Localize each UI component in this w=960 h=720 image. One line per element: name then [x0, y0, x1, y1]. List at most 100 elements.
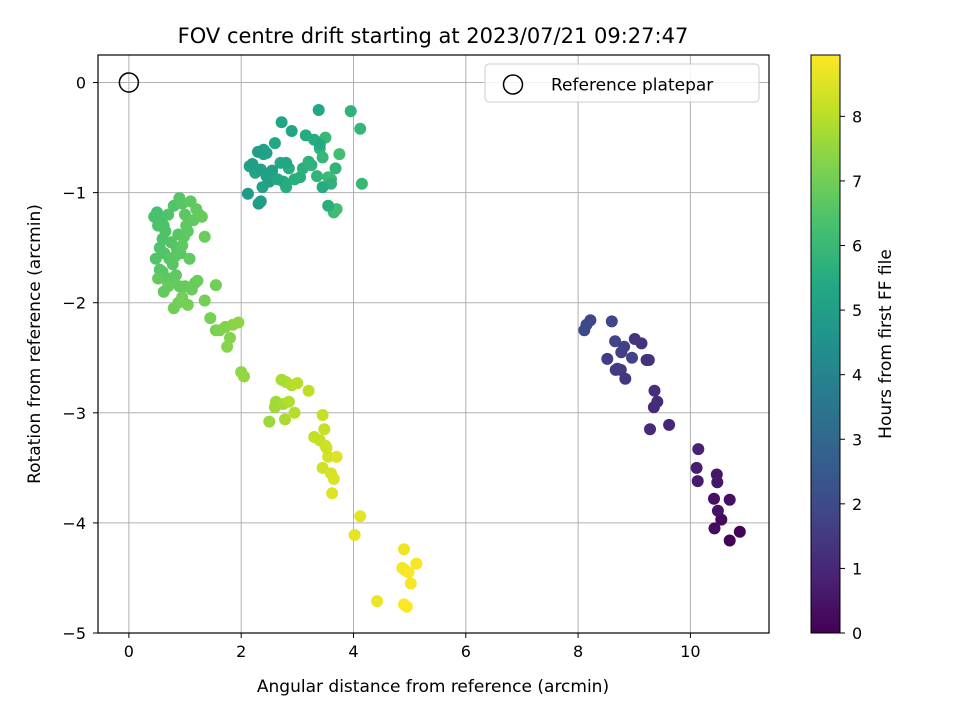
- data-point: [316, 151, 329, 164]
- data-point: [280, 181, 293, 194]
- y-tick-label: −4: [62, 514, 86, 533]
- colorbar-tick-label: 1: [852, 559, 862, 578]
- data-point: [626, 351, 638, 364]
- data-point: [648, 384, 661, 397]
- y-tick-label: −1: [62, 184, 86, 203]
- y-tick-label: −3: [62, 404, 86, 423]
- data-point: [282, 395, 295, 408]
- y-tick-label: −5: [62, 624, 86, 643]
- data-point: [241, 187, 254, 200]
- data-point: [305, 159, 318, 172]
- colorbar-ticks: 0 1 2 3 4 5 6 7 8: [840, 107, 862, 643]
- data-point: [663, 418, 676, 431]
- data-point: [268, 137, 281, 150]
- data-point: [168, 250, 181, 263]
- data-point: [152, 272, 165, 285]
- colorbar-tick-label: 2: [852, 495, 862, 514]
- data-point: [711, 504, 724, 517]
- data-point: [271, 173, 284, 186]
- data-point: [327, 472, 340, 485]
- data-point: [198, 294, 211, 307]
- data-point: [723, 493, 736, 506]
- x-tick-label: 8: [573, 642, 583, 661]
- colorbar-label: Hours from first FF file: [876, 249, 896, 439]
- data-point: [404, 577, 417, 590]
- chart-title: FOV centre drift starting at 2023/07/21 …: [178, 24, 689, 48]
- y-axis-label: Rotation from reference (arcmin): [25, 204, 45, 484]
- data-point: [279, 413, 291, 426]
- data-point: [691, 475, 704, 488]
- data-point: [254, 163, 267, 176]
- plot-frame: [97, 54, 770, 634]
- data-point: [410, 557, 423, 570]
- data-point: [185, 283, 198, 296]
- data-point: [329, 162, 342, 175]
- colorbar-tick-label: 0: [852, 624, 862, 643]
- data-point: [285, 125, 298, 137]
- data-point: [618, 340, 631, 353]
- data-point: [330, 450, 343, 463]
- data-point: [149, 252, 162, 265]
- colorbar-tick-label: 8: [852, 107, 862, 126]
- data-point: [312, 104, 325, 116]
- x-tick-label: 6: [461, 642, 471, 661]
- data-point: [628, 333, 641, 345]
- data-point: [291, 377, 304, 390]
- data-point: [157, 285, 170, 298]
- x-tick-label: 2: [236, 642, 246, 661]
- data-point: [692, 443, 705, 456]
- data-point: [642, 354, 655, 366]
- data-point: [605, 315, 618, 328]
- data-point: [275, 373, 288, 386]
- data-point: [644, 423, 656, 436]
- y-tick-label: 0: [76, 74, 86, 93]
- y-axis-ticks: 0 −1 −2 −3 −4 −5: [62, 74, 98, 643]
- colorbar-tick-label: 4: [852, 366, 862, 385]
- data-point: [354, 510, 367, 523]
- data-point: [159, 225, 172, 238]
- data-point: [723, 534, 736, 547]
- data-point: [179, 208, 191, 221]
- data-point: [398, 543, 410, 556]
- data-point: [733, 525, 746, 538]
- data-point: [313, 138, 326, 151]
- data-point: [280, 156, 293, 169]
- colorbar: 0 1 2 3 4 5 6 7 8 Hours from first FF file: [810, 54, 896, 643]
- data-point: [238, 370, 250, 383]
- x-axis-ticks: 0 2 4 6 8 10: [124, 633, 701, 661]
- legend: Reference platepar: [484, 63, 760, 103]
- data-point: [711, 476, 724, 489]
- data-point: [320, 442, 333, 454]
- data-point: [176, 239, 189, 252]
- colorbar-tick-label: 6: [852, 237, 862, 256]
- colorbar-tick-label: 3: [852, 430, 862, 449]
- data-point: [398, 598, 410, 611]
- reference-platepar-marker: [118, 72, 140, 93]
- data-point: [302, 384, 315, 397]
- colorbar-tick-label: 5: [852, 301, 862, 320]
- data-points: [148, 104, 746, 613]
- data-point: [198, 230, 211, 243]
- data-point: [609, 363, 622, 376]
- y-tick-label: −2: [62, 294, 86, 313]
- data-point: [322, 199, 335, 212]
- data-point: [311, 170, 323, 183]
- data-point: [402, 566, 415, 579]
- data-point: [690, 461, 703, 474]
- data-point: [316, 409, 329, 421]
- data-point: [180, 219, 193, 232]
- legend-entry-reference-platepar: Reference platepar: [551, 76, 713, 96]
- data-point: [221, 340, 234, 353]
- data-point: [275, 116, 288, 129]
- data-point: [191, 274, 204, 287]
- colorbar-gradient: [810, 54, 841, 634]
- x-tick-label: 10: [680, 642, 700, 661]
- x-tick-label: 0: [124, 642, 134, 661]
- data-point: [333, 148, 346, 161]
- x-axis-label: Angular distance from reference (arcmin): [257, 677, 609, 697]
- x-tick-label: 4: [348, 642, 358, 661]
- data-point: [348, 529, 361, 541]
- data-point: [181, 298, 194, 311]
- legend-marker-icon: [502, 74, 524, 95]
